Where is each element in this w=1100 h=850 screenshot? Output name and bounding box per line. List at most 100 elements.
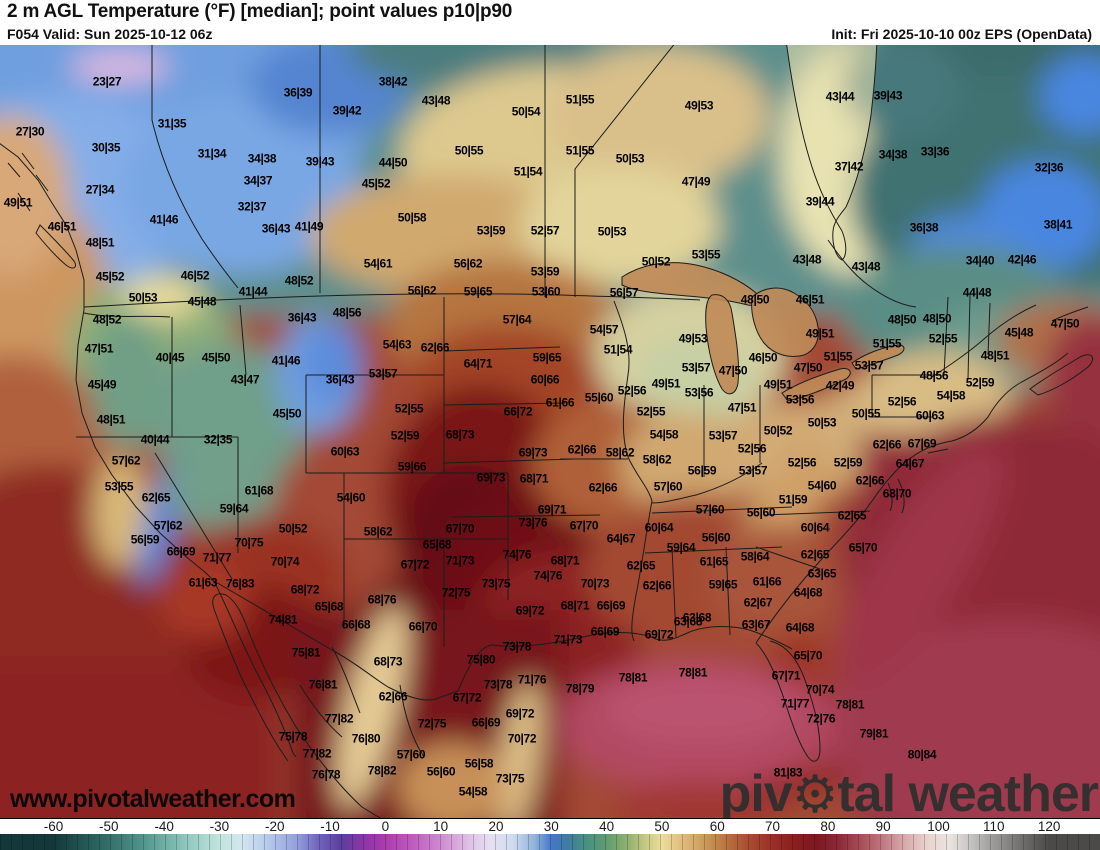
river-mississippi: [613, 300, 653, 642]
point-value: 30|35: [91, 140, 121, 155]
point-value: 57|60: [396, 747, 426, 762]
point-value: 67|72: [452, 690, 482, 705]
point-value: 68|71: [519, 471, 549, 486]
point-value: 51|54: [603, 342, 633, 357]
header: 2 m AGL Temperature (°F) [median]; point…: [0, 0, 1100, 45]
point-value: 54|58: [936, 388, 966, 403]
point-value: 47|49: [681, 174, 711, 189]
colorbar-tick-label: 50: [654, 819, 670, 834]
point-value: 45|49: [87, 377, 117, 392]
point-value: 48|50: [922, 311, 952, 326]
point-value: 60|63: [915, 408, 945, 423]
gear-icon: ⚙: [791, 766, 839, 818]
point-value: 78|81: [835, 697, 865, 712]
point-value: 55|60: [584, 390, 614, 405]
point-value: 33|36: [920, 144, 950, 159]
colorbar-tick-label: -20: [264, 819, 285, 834]
point-value: 32|36: [1034, 160, 1064, 175]
point-value: 51|59: [778, 492, 808, 507]
point-value: 49|51: [3, 195, 33, 210]
point-value: 53|57: [681, 360, 711, 375]
border-bc-ab: [151, 45, 239, 289]
point-value: 49|51: [651, 376, 681, 391]
point-value: 56|59: [687, 463, 717, 478]
point-value: 45|50: [201, 350, 231, 365]
colorbar-tick-label: 80: [820, 819, 836, 834]
point-value: 50|52: [763, 423, 793, 438]
point-value: 61|68: [244, 483, 274, 498]
island-vancouver: [35, 224, 77, 269]
point-value: 67|70: [569, 518, 599, 533]
colorbar-tick-label: -10: [320, 819, 340, 834]
point-value: 58|62: [363, 524, 393, 539]
point-value: 70|74: [805, 682, 835, 697]
point-value: 54|60: [336, 490, 366, 505]
point-value: 54|61: [363, 256, 393, 271]
point-value: 53|57: [854, 358, 884, 373]
point-value: 62|65: [141, 490, 171, 505]
point-value: 62|65: [837, 508, 867, 523]
point-value: 45|48: [1004, 325, 1034, 340]
point-value: 47|50: [1050, 316, 1080, 331]
point-value: 53|57: [708, 428, 738, 443]
point-value: 63|67: [741, 617, 771, 632]
point-value: 69|72: [505, 706, 535, 721]
point-value: 64|67: [606, 531, 636, 546]
colorbar-tick-label: 90: [875, 819, 891, 834]
temperature-map: 23|27 36|39 38|42 43|48 39|42 50|54 51|55 49|53…: [0, 45, 1100, 818]
point-value: 53|60: [531, 284, 561, 299]
point-value: 54|60: [807, 478, 837, 493]
point-value: 65|68: [314, 599, 344, 614]
colorbar-tick-label: 30: [543, 819, 559, 834]
point-value: 72|75: [441, 585, 471, 600]
point-value: 50|55: [851, 406, 881, 421]
point-value: 61|66: [752, 574, 782, 589]
point-value: 47|51: [84, 341, 114, 356]
point-value: 27|30: [15, 124, 45, 139]
point-value: 53|59: [530, 264, 560, 279]
state-midwest: [651, 385, 763, 504]
point-value: 47|50: [793, 360, 823, 375]
point-value: 41|49: [294, 219, 324, 234]
point-value: 56|58: [464, 756, 494, 771]
point-value: 53|55: [691, 247, 721, 262]
point-value: 62|65: [626, 558, 656, 573]
brand-text-left: piv: [719, 765, 793, 818]
point-value: 68|73: [445, 427, 475, 442]
point-value: 39|44: [805, 194, 835, 209]
point-value: 71|73: [553, 632, 583, 647]
point-value: 73|78: [483, 677, 513, 692]
point-value: 54|58: [649, 427, 679, 442]
point-value: 56|60: [701, 530, 731, 545]
point-value: 58|64: [740, 549, 770, 564]
point-value: 48|52: [284, 273, 314, 288]
point-value: 79|81: [859, 726, 889, 741]
point-value: 50|52: [278, 521, 308, 536]
point-value: 51|55: [565, 92, 595, 107]
point-value: 43|48: [851, 259, 881, 274]
point-value: 50|53: [597, 224, 627, 239]
point-value: 76|83: [225, 576, 255, 591]
point-value: 27|34: [85, 182, 115, 197]
point-value: 67|72: [400, 557, 430, 572]
point-value: 53|57: [738, 463, 768, 478]
point-value: 74|81: [268, 612, 298, 627]
coastline-florida: [755, 640, 821, 762]
point-value: 56|62: [407, 283, 437, 298]
point-value: 56|59: [130, 532, 160, 547]
point-value: 68|70: [882, 486, 912, 501]
point-value: 43|48: [421, 93, 451, 108]
point-value: 52|55: [636, 404, 666, 419]
point-value: 45|48: [187, 294, 217, 309]
point-value: 32|37: [237, 199, 267, 214]
point-value: 51|55: [823, 349, 853, 364]
point-value: 57|60: [695, 502, 725, 517]
state-mexico: [299, 646, 425, 758]
point-value: 78|81: [618, 670, 648, 685]
point-value: 75|78: [278, 729, 308, 744]
point-value: 43|47: [230, 372, 260, 387]
map-title: 2 m AGL Temperature (°F) [median]; point…: [7, 1, 513, 22]
point-value: 32|35: [203, 432, 233, 447]
point-value: 45|52: [361, 176, 391, 191]
point-value: 53|57: [368, 366, 398, 381]
